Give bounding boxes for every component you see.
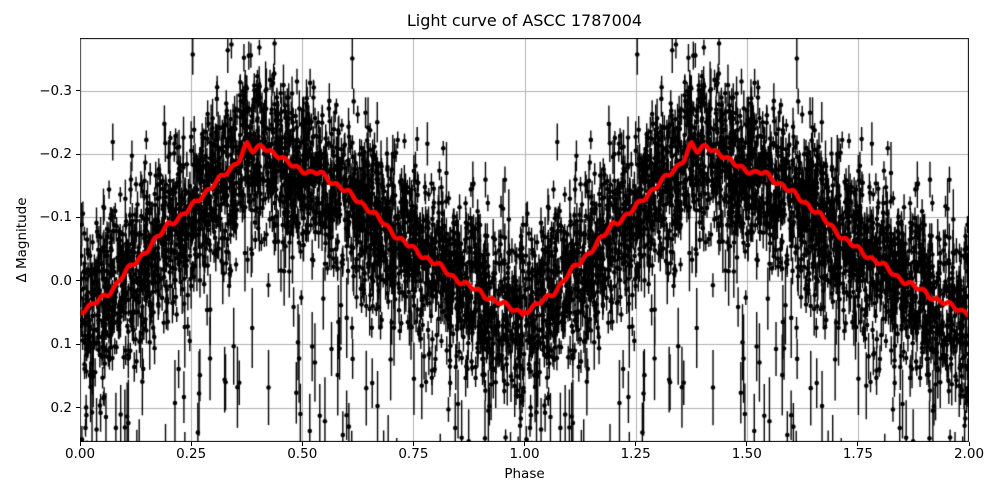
x-tick-mark (746, 442, 748, 446)
x-tick-mark (79, 442, 81, 446)
x-tick-mark (968, 442, 970, 446)
x-tick-label: 0.50 (287, 446, 318, 462)
plot-area-canvas (80, 38, 969, 442)
y-tick-mark (76, 90, 80, 92)
y-tick-mark (76, 216, 80, 218)
x-tick-mark (301, 442, 303, 446)
x-tick-mark (635, 442, 637, 446)
y-tick-label: 0.2 (50, 399, 72, 416)
x-tick-mark (857, 442, 859, 446)
y-tick-mark (76, 153, 80, 155)
x-tick-mark (190, 442, 192, 446)
y-tick-mark (76, 280, 80, 282)
x-tick-label: 1.25 (620, 446, 651, 462)
y-tick-mark (76, 343, 80, 345)
x-tick-label: 0.25 (176, 446, 207, 462)
x-tick-label: 0.75 (398, 446, 429, 462)
x-tick-mark (524, 442, 525, 446)
x-tick-label: 1.75 (842, 446, 873, 462)
x-axis-label: Phase (504, 466, 545, 482)
y-tick-label: −0.1 (39, 209, 72, 226)
y-tick-label: 0.1 (50, 336, 72, 353)
y-tick-mark (76, 407, 80, 409)
x-tick-mark (412, 442, 414, 446)
x-tick-label: 1.00 (509, 446, 540, 462)
y-tick-label: −0.3 (39, 82, 72, 99)
x-tick-label: 1.50 (731, 446, 762, 462)
chart-title: Light curve of ASCC 1787004 (406, 11, 643, 30)
x-tick-label: 0.00 (64, 446, 96, 462)
y-tick-label: 0.0 (50, 272, 72, 289)
y-tick-label: −0.2 (39, 146, 72, 163)
x-tick-label: 2.00 (953, 446, 985, 462)
